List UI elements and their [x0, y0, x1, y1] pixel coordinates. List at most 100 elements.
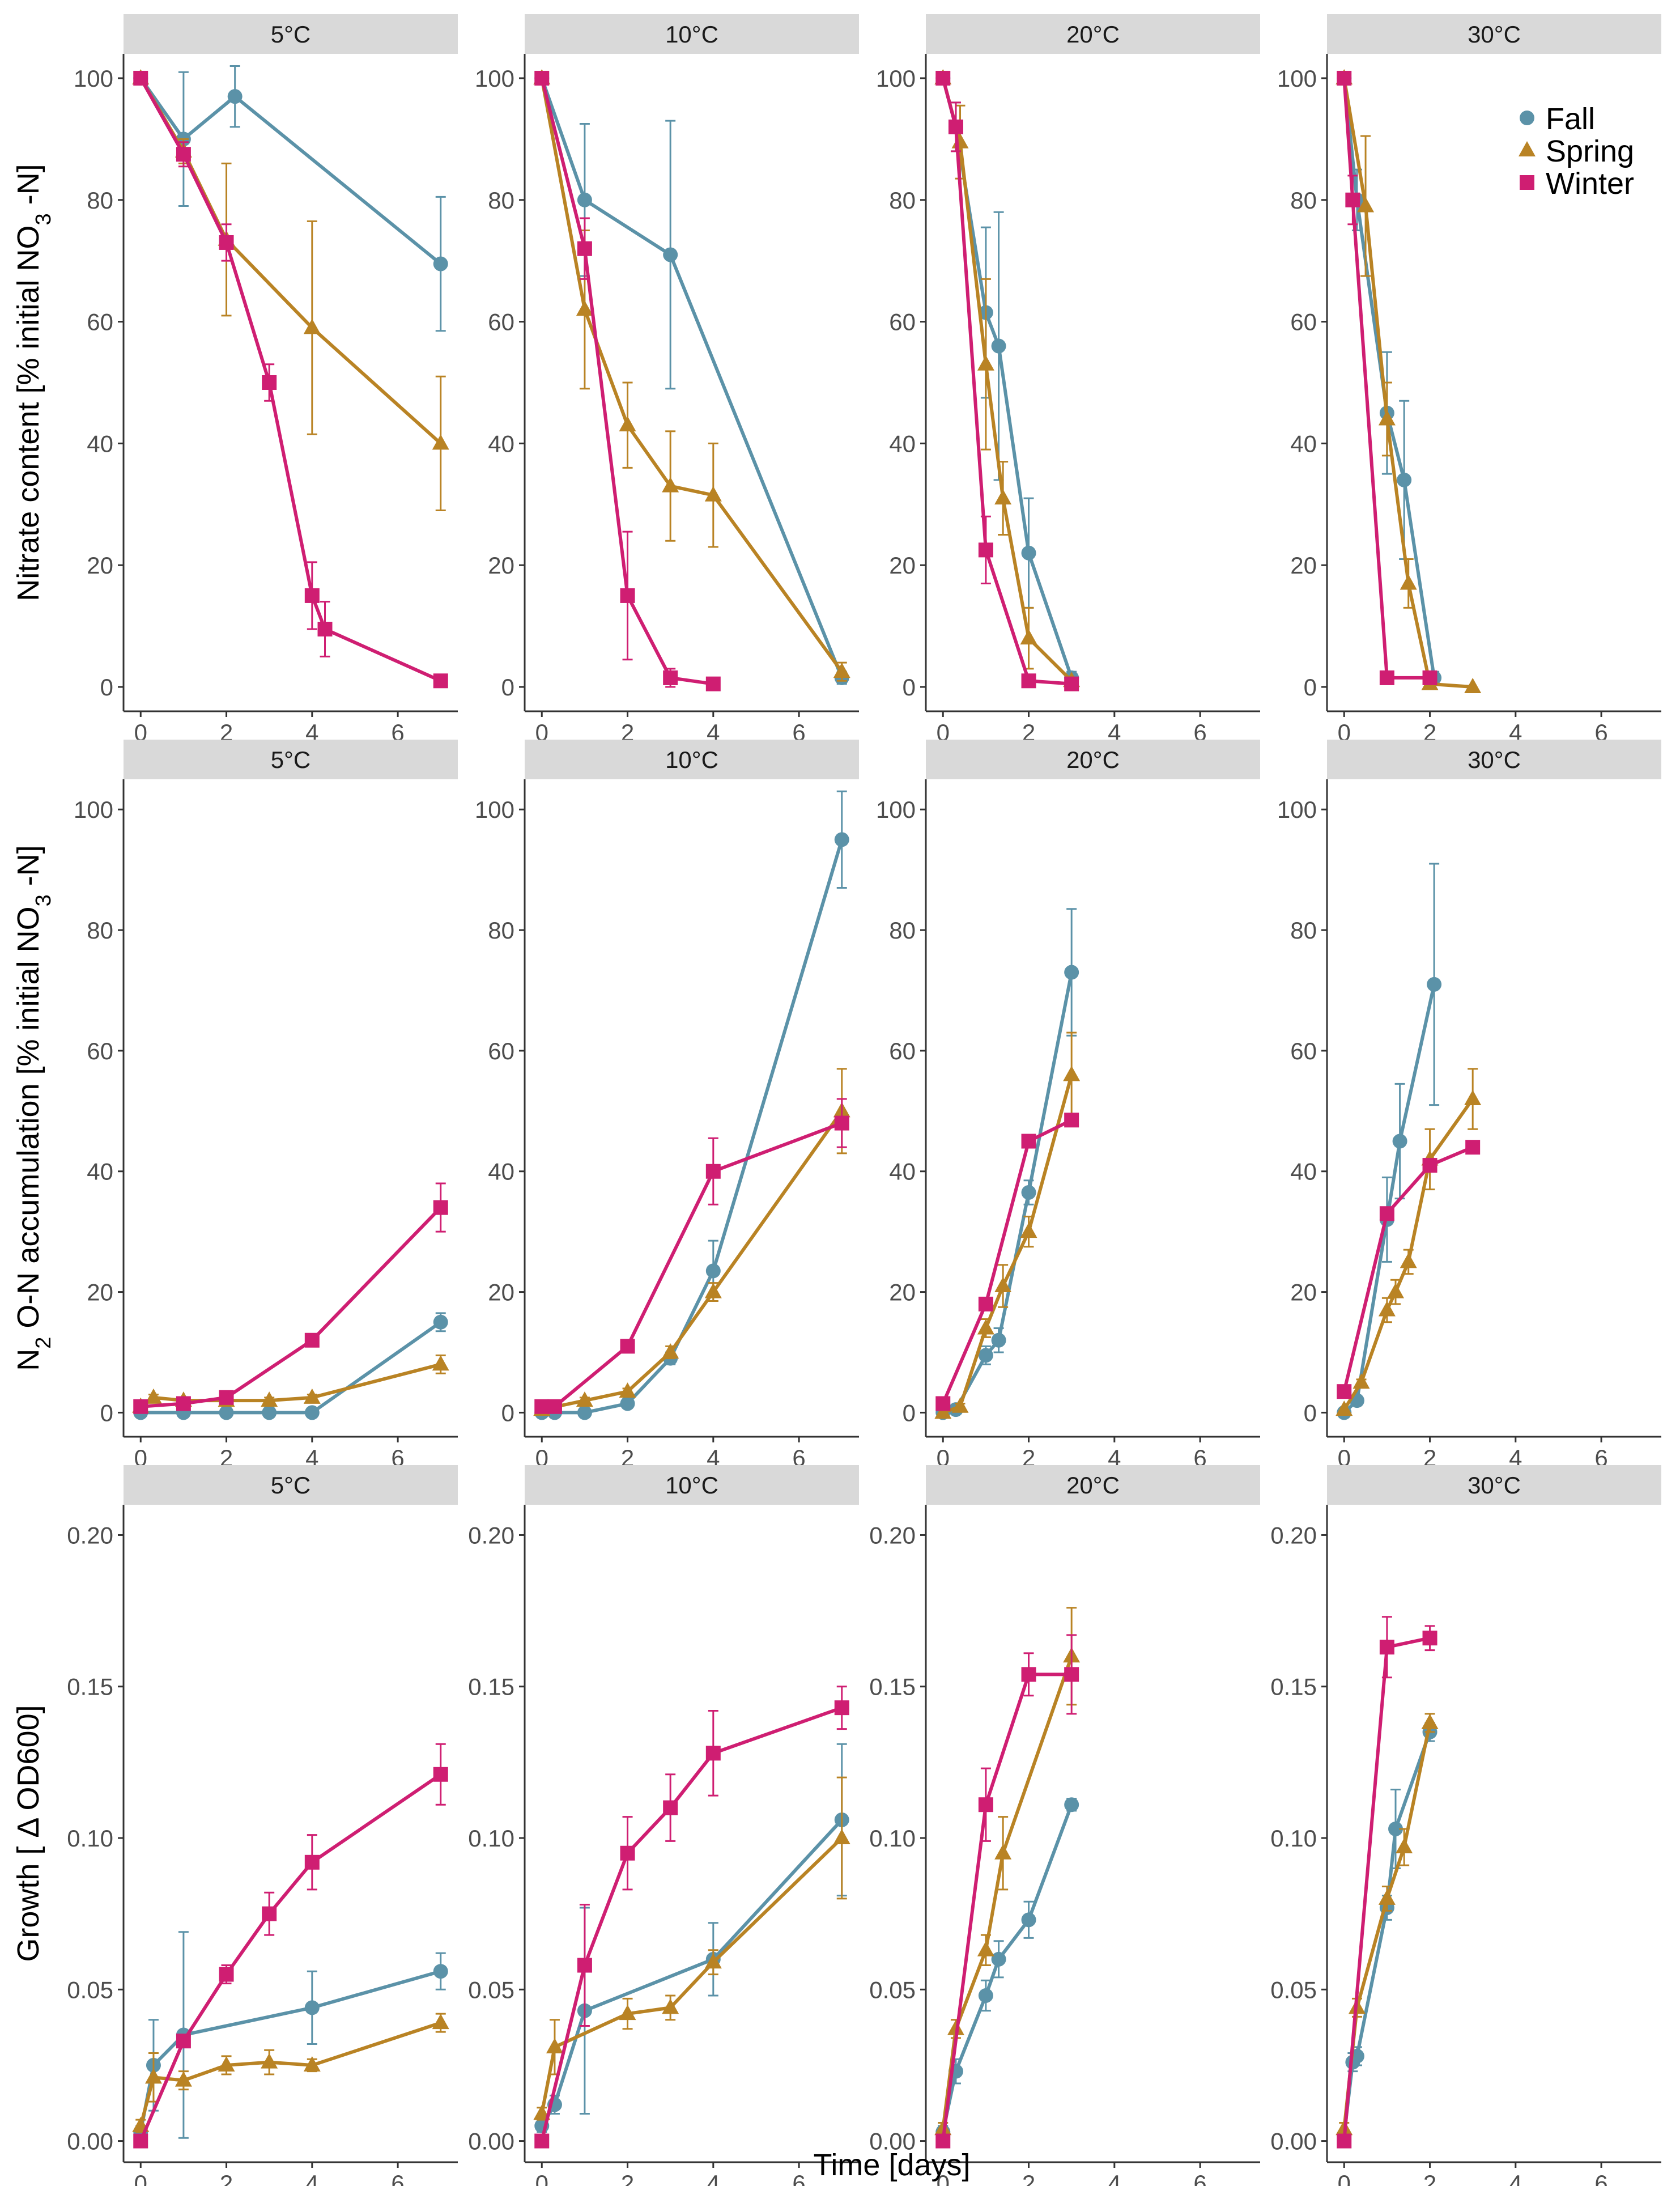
- data-point: [533, 2104, 551, 2120]
- data-point: [991, 338, 1006, 354]
- data-point: [534, 2133, 550, 2149]
- panel-r2-c1: 5°C 0 20 40 60 80 100 0 2 4 6: [74, 740, 458, 1471]
- series-spring: [132, 2013, 449, 2133]
- series-spring: [934, 1607, 1081, 2136]
- x-tick-label: 2: [1423, 2170, 1436, 2186]
- x-tick-label: 0: [937, 2170, 950, 2186]
- y-tick-label: 0: [501, 674, 514, 701]
- series-spring: [1336, 1068, 1482, 1416]
- data-point: [951, 133, 969, 148]
- y-tick-label: 0.00: [468, 2128, 514, 2155]
- data-point: [577, 192, 592, 207]
- data-point: [262, 1405, 277, 1420]
- y-tick-label: 0.10: [1270, 1825, 1317, 1852]
- data-point: [1396, 1838, 1413, 1854]
- data-point: [620, 1339, 635, 1354]
- x-tick-label: 2: [220, 2170, 233, 2186]
- y-tick-label: 0.10: [869, 1825, 916, 1852]
- data-point: [144, 2068, 162, 2084]
- facet-strip-label: 10°C: [665, 746, 718, 773]
- y-tick-label: 20: [889, 1279, 916, 1306]
- data-point: [994, 1276, 1012, 1292]
- series-line: [542, 839, 844, 1415]
- facet-strip: [525, 14, 859, 54]
- data-point: [704, 486, 722, 502]
- data-point: [977, 355, 994, 371]
- y-tick-label: 100: [1277, 65, 1317, 92]
- series-line: [139, 77, 441, 683]
- facet-strip-label: 10°C: [665, 1472, 718, 1499]
- y-tick-label: 0: [1304, 1399, 1317, 1426]
- panel-r1-c1: 5°C 0 20 40 60 80 100 0 2 4 6: [74, 14, 458, 746]
- data-point: [1421, 1713, 1439, 1729]
- data-point: [1464, 678, 1482, 694]
- facet-strip: [124, 14, 458, 54]
- y-tick-label: 0.00: [869, 2128, 916, 2155]
- data-point: [1064, 1113, 1079, 1128]
- series-spring: [533, 69, 850, 682]
- y-tick-label: 0.15: [869, 1674, 916, 1700]
- y-tick-label: 100: [876, 796, 916, 823]
- data-point: [577, 1405, 592, 1420]
- x-tick-label: 2: [1022, 1445, 1035, 1471]
- x-tick-label: 0: [134, 2170, 147, 2186]
- data-point: [978, 1348, 993, 1363]
- data-point: [432, 1355, 449, 1371]
- facet-strip-label: 20°C: [1066, 21, 1120, 48]
- x-tick-label: 4: [305, 719, 318, 746]
- data-point: [662, 1998, 679, 2014]
- data-point: [432, 2014, 449, 2030]
- data-point: [1357, 197, 1375, 213]
- data-point: [261, 1391, 278, 1407]
- x-tick-label: 6: [792, 2170, 805, 2186]
- y-tick-label: 0.15: [468, 1674, 514, 1700]
- facet-strip: [1327, 14, 1661, 54]
- y-tick-label: 40: [488, 430, 514, 457]
- data-point: [994, 489, 1012, 505]
- y-tick-label: 20: [1290, 1279, 1317, 1306]
- panel-r1-c3: 20°C 0 20 40 60 80 100 0 2 4 6: [876, 14, 1260, 746]
- y-tick-label: 0.05: [468, 1976, 514, 2003]
- legend-label-winter: Winter: [1546, 167, 1634, 201]
- data-point: [219, 1390, 234, 1405]
- data-point: [1464, 1090, 1482, 1106]
- legend-label-spring: Spring: [1546, 134, 1634, 168]
- data-point: [1378, 410, 1396, 426]
- y-tick-label: 40: [889, 430, 916, 457]
- x-tick-label: 6: [391, 2170, 404, 2186]
- data-point: [1021, 1912, 1036, 1928]
- y-tick-label: 20: [889, 552, 916, 579]
- y-tick-label: 0.20: [869, 1522, 916, 1548]
- y-tick-label: 100: [74, 65, 113, 92]
- data-point: [977, 1941, 994, 1956]
- data-point: [620, 1396, 635, 1411]
- y-tick-label: 80: [488, 187, 514, 214]
- series-line: [1342, 1145, 1474, 1392]
- y-tick-label: 0: [903, 1399, 916, 1426]
- series-fall: [1337, 863, 1442, 1420]
- y-tick-label: 80: [87, 187, 113, 214]
- data-point: [662, 477, 679, 493]
- data-point: [978, 1988, 993, 2003]
- x-tick-label: 0: [1338, 719, 1351, 746]
- y-tick-label: 20: [87, 552, 113, 579]
- x-tick-label: 4: [707, 719, 720, 746]
- data-point: [935, 2133, 951, 2149]
- x-tick-label: 0: [937, 719, 950, 746]
- data-point: [834, 832, 849, 847]
- data-point: [1020, 629, 1037, 645]
- series-line: [540, 1836, 843, 2115]
- facet-strip: [124, 740, 458, 779]
- panel-r3-c1: 5°C 0.00 0.05 0.10 0.15 0.20 0 2 4 6: [67, 1465, 458, 2186]
- data-point: [577, 1958, 592, 1973]
- data-point: [619, 2005, 636, 2021]
- data-point: [1345, 192, 1360, 207]
- data-point: [935, 1396, 951, 1411]
- data-point: [1064, 1667, 1079, 1682]
- y-tick-label: 0: [501, 1399, 514, 1426]
- data-point: [662, 1343, 679, 1359]
- data-point: [576, 1391, 593, 1407]
- data-point: [262, 1906, 277, 1921]
- data-point: [1422, 670, 1437, 685]
